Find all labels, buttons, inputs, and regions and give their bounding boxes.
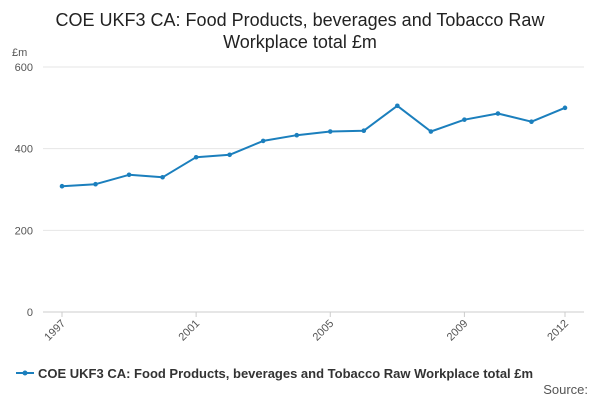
y-tick-label: 400 (15, 144, 33, 156)
y-tick-label: 600 (15, 62, 33, 74)
data-point-1997[interactable] (60, 184, 65, 189)
data-point-2003[interactable] (261, 139, 266, 144)
x-tick-label: 2001 (176, 318, 202, 344)
series-line (62, 106, 565, 186)
series-layer (60, 103, 568, 188)
legend[interactable]: COE UKF3 CA: Food Products, beverages an… (16, 366, 533, 381)
y-axis-ticks: 0 200 400 600 (15, 62, 33, 319)
x-tick-label: 1997 (42, 318, 68, 344)
chart-title-line-2: Workplace total £m (223, 32, 377, 52)
x-tick-label: 2009 (445, 318, 471, 344)
data-point-2002[interactable] (227, 152, 232, 157)
legend-point-marker (23, 371, 28, 376)
y-tick-label: 0 (27, 307, 33, 319)
gridlines (43, 67, 584, 312)
x-tick-label: 2012 (545, 318, 571, 344)
data-point-1999[interactable] (127, 173, 132, 178)
data-point-2012[interactable] (563, 106, 568, 111)
data-point-2005[interactable] (328, 129, 333, 134)
data-point-2006[interactable] (362, 128, 367, 133)
y-tick-label: 200 (15, 225, 33, 237)
data-point-2011[interactable] (529, 119, 534, 124)
data-point-2009[interactable] (462, 117, 467, 122)
legend-label[interactable]: COE UKF3 CA: Food Products, beverages an… (38, 366, 533, 381)
data-point-2001[interactable] (194, 155, 199, 160)
source-label: Source: (543, 382, 588, 397)
chart-container: COE UKF3 CA: Food Products, beverages an… (0, 0, 600, 400)
data-point-2008[interactable] (429, 129, 434, 134)
x-axis-ticks: 1997 2001 2005 2009 2012 (42, 312, 571, 343)
data-point-2004[interactable] (294, 133, 299, 138)
data-point-1998[interactable] (93, 182, 98, 187)
x-tick-label: 2005 (311, 318, 337, 344)
line-chart: COE UKF3 CA: Food Products, beverages an… (0, 0, 600, 400)
y-axis-unit-label: £m (12, 47, 27, 59)
chart-title-line-1: COE UKF3 CA: Food Products, beverages an… (56, 10, 546, 30)
data-point-2010[interactable] (496, 111, 501, 116)
data-point-2007[interactable] (395, 103, 400, 108)
data-point-2000[interactable] (160, 175, 165, 180)
